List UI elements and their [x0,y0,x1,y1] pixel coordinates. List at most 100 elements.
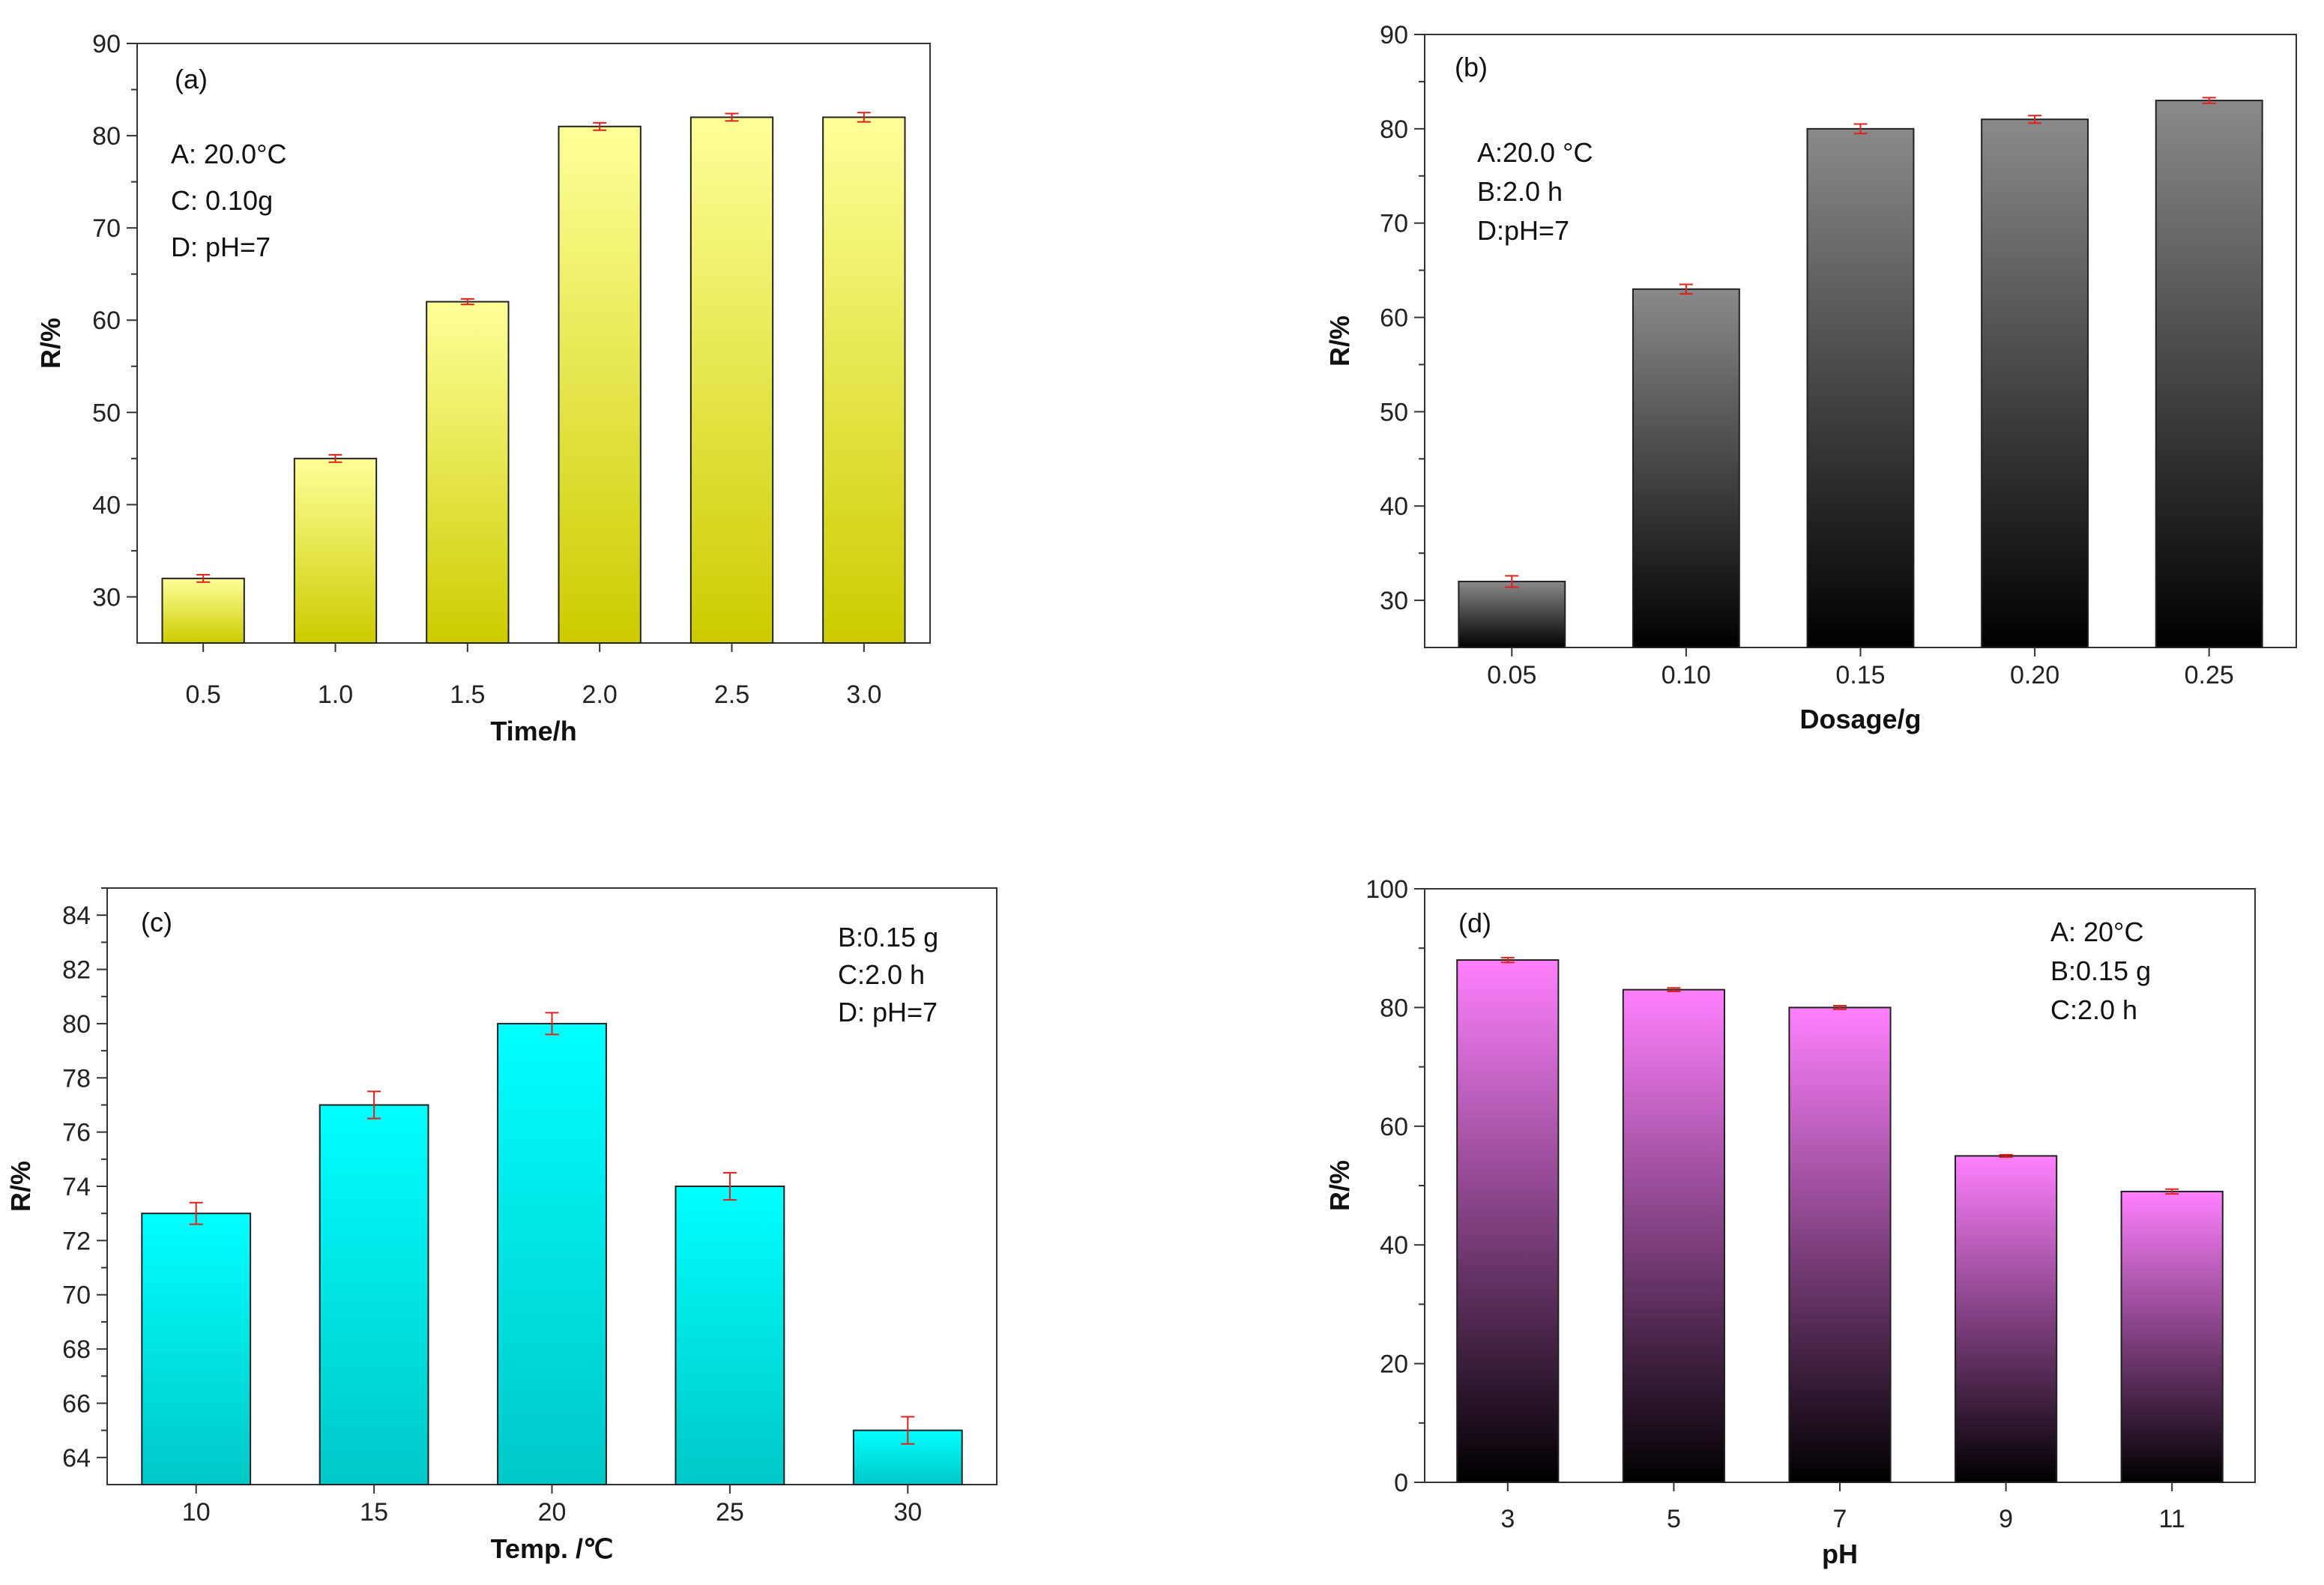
y-tick-label: 80 [62,1010,91,1039]
bar [2155,100,2263,649]
bar [1955,1155,2058,1484]
y-axis-title: R/% [1324,1160,1355,1211]
bar [141,1213,252,1485]
error-bar [1999,1153,2013,1158]
error-bar [722,1171,737,1201]
error-bar [1505,575,1519,588]
y-tick-label: 78 [62,1064,91,1093]
y-tick-label: 50 [1380,398,1408,426]
y-tick-label: 82 [62,956,91,985]
bar [689,116,774,644]
y-tick-label: 100 [1365,875,1408,904]
condition-annotation: C:2.0 h [2050,994,2137,1025]
x-tick-label: 2.5 [714,680,749,709]
error-bar [545,1012,559,1036]
y-tick-label: 80 [92,122,121,151]
panel-label: (d) [1458,908,1491,938]
y-tick-label: 70 [92,214,121,243]
bar [1788,1006,1892,1483]
y-tick-label: 60 [1380,1113,1408,1141]
error-bar [367,1090,381,1120]
condition-annotation: D: pH=7 [838,997,938,1027]
x-axis-title: Temp. /℃ [491,1533,614,1564]
error-bar [460,298,474,306]
y-tick-label: 30 [92,583,121,612]
x-tick-label: 3.0 [846,680,881,709]
y-tick-label: 70 [1380,210,1408,238]
error-bar [593,121,607,131]
condition-annotation: D: pH=7 [171,232,271,262]
condition-annotation: D:pH=7 [1477,215,1569,246]
bar [293,457,378,644]
y-tick-label: 0 [1394,1469,1408,1497]
bar [1456,959,1560,1484]
error-bar [1667,987,1681,993]
y-tick-label: 90 [92,30,121,58]
y-tick-label: 80 [1380,994,1408,1022]
bar [822,116,906,644]
error-bar [1833,1005,1847,1010]
bar [497,1022,607,1485]
bar [161,577,245,644]
x-tick-label: 30 [893,1498,922,1527]
y-tick-label: 30 [1380,587,1408,615]
condition-annotation: C:2.0 h [838,959,925,990]
y-axis-title: R/% [35,318,66,369]
plot-frame [136,43,931,644]
condition-annotation: C: 0.10g [171,185,273,216]
chart-panel-1: 30 40 50 60 70 80 90 0.5 1.0 1.5 2.0 2.5 3.0 Time/h R/… [35,30,931,746]
x-tick-label: 15 [360,1498,388,1527]
bar [1981,118,2089,648]
error-bar [1853,123,1868,135]
bar [1632,288,1740,648]
chart-panel-3: 64 66 68 70 72 74 76 78 80 82 84 10 15 20 25 30 Temp. /℃… [5,887,997,1564]
bar [1458,580,1566,649]
x-tick-label: 0.25 [2185,661,2234,689]
error-bar [328,453,342,463]
error-bar [196,573,211,583]
y-tick-label: 66 [62,1389,91,1418]
condition-annotation: B:2.0 h [1477,176,1563,207]
x-tick-label: 0.15 [1835,661,1885,689]
y-tick-label: 76 [62,1119,91,1147]
condition-annotation: A: 20°C [2050,917,2143,947]
chart-panel-2: 30 40 50 60 70 80 90 0.05 0.10 0.15 0.20 0.25 Dosage… [1324,21,2297,734]
error-bar [901,1416,915,1445]
x-tick-label: 0.20 [2010,661,2059,689]
error-bar [1500,956,1515,964]
x-tick-label: 3 [1500,1505,1515,1533]
bar [1622,988,1725,1483]
x-tick-label: 11 [2159,1505,2185,1533]
error-bar [857,112,871,123]
y-tick-label: 90 [1380,21,1408,49]
bar [319,1104,429,1486]
panel-label: (c) [141,907,172,938]
condition-annotation: B:0.15 g [2050,955,2151,986]
y-axis-title: R/% [5,1161,36,1212]
y-tick-label: 60 [92,307,121,335]
y-tick-label: 74 [62,1173,91,1201]
x-axis-title: Time/h [490,716,576,746]
y-tick-label: 84 [62,902,91,930]
y-tick-label: 20 [1380,1350,1408,1379]
x-tick-label: 5 [1667,1505,1681,1533]
bar [1806,127,1915,649]
y-tick-label: 70 [62,1281,91,1310]
x-tick-label: 0.10 [1661,661,1711,689]
x-tick-label: 20 [538,1498,567,1527]
bar [674,1186,785,1485]
y-tick-label: 60 [1380,304,1408,333]
x-tick-label: 0.5 [186,680,221,709]
x-tick-label: 1.5 [450,680,485,709]
x-axis-title: Dosage/g [1799,704,1921,734]
x-tick-label: 7 [1833,1505,1847,1533]
error-bar [2165,1188,2179,1195]
panel-label: (a) [175,64,208,94]
error-bar [2028,115,2042,124]
x-tick-label: 25 [716,1498,744,1527]
x-tick-label: 2.0 [582,680,618,709]
bar [558,125,642,644]
x-axis-title: pH [1822,1539,1858,1569]
y-tick-label: 64 [62,1444,91,1473]
